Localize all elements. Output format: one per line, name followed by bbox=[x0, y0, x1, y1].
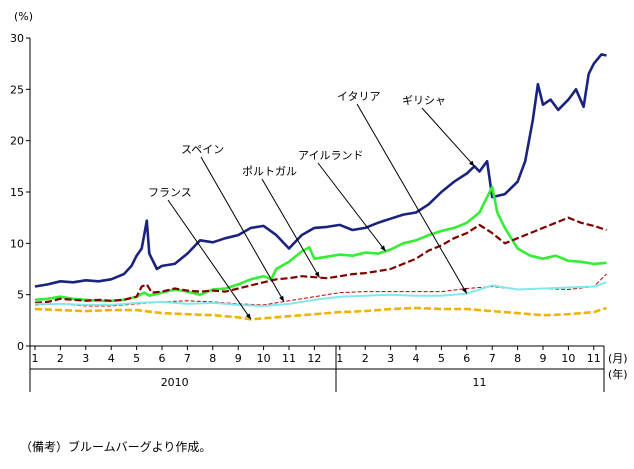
x-tick-label: 7 bbox=[489, 352, 496, 365]
year-label: 11 bbox=[473, 376, 487, 389]
x-tick-label: 8 bbox=[514, 352, 521, 365]
x-tick-label: 5 bbox=[133, 352, 140, 365]
annotation-arrowhead bbox=[314, 271, 320, 278]
annotation-label: フランス bbox=[148, 186, 192, 199]
y-axis-unit: (%) bbox=[14, 10, 33, 23]
y-tick-label: 20 bbox=[10, 135, 24, 148]
annotation-arrowhead bbox=[380, 245, 386, 252]
x-tick-label: 2 bbox=[362, 352, 369, 365]
x-tick-label: 4 bbox=[413, 352, 420, 365]
month-unit: (月) bbox=[608, 352, 628, 365]
x-tick-label: 8 bbox=[209, 352, 216, 365]
x-tick-label: 6 bbox=[463, 352, 470, 365]
annotation-label: スペイン bbox=[181, 143, 224, 156]
annotation-label: ギリシャ bbox=[402, 94, 446, 107]
x-tick-label: 10 bbox=[257, 352, 271, 365]
annotation-arrow bbox=[167, 199, 252, 320]
annotation-arrow bbox=[200, 156, 285, 302]
x-tick-label: 12 bbox=[307, 352, 321, 365]
annotation-arrow bbox=[421, 107, 475, 167]
y-tick-label: 5 bbox=[17, 289, 24, 302]
x-tick-label: 3 bbox=[82, 352, 89, 365]
annotation-arrow bbox=[317, 162, 386, 252]
annotation-arrowhead bbox=[462, 287, 467, 294]
annotation-arrowhead bbox=[279, 295, 284, 302]
series-line-フランス bbox=[34, 306, 607, 321]
series-line-イタリア bbox=[35, 281, 607, 307]
x-tick-label: 9 bbox=[540, 352, 547, 365]
x-tick-label: 2 bbox=[57, 352, 64, 365]
year-unit: (年) bbox=[608, 367, 628, 381]
x-tick-label: 11 bbox=[587, 352, 601, 365]
y-tick-label: 15 bbox=[10, 186, 24, 199]
x-tick-label: 9 bbox=[235, 352, 242, 365]
annotation-arrow bbox=[261, 178, 320, 278]
x-tick-label: 7 bbox=[184, 352, 191, 365]
series-line-ギリシャ bbox=[34, 53, 607, 288]
series-line-アイルランド bbox=[34, 185, 607, 303]
annotation-arrowhead bbox=[245, 313, 251, 320]
x-tick-label: 1 bbox=[336, 352, 343, 365]
x-tick-label: 6 bbox=[159, 352, 166, 365]
x-tick-label: 11 bbox=[282, 352, 296, 365]
x-tick-label: 1 bbox=[32, 352, 39, 365]
annotation-arrowhead bbox=[468, 160, 475, 167]
y-tick-label: 25 bbox=[10, 83, 24, 96]
y-tick-label: 0 bbox=[17, 340, 24, 353]
annotation-arrow bbox=[356, 103, 468, 294]
series-line-ポルトガル bbox=[34, 216, 607, 304]
x-tick-label: 10 bbox=[561, 352, 575, 365]
source-note: （備考）ブルームバーグより作成。 bbox=[20, 440, 212, 454]
y-tick-label: 10 bbox=[10, 237, 24, 250]
annotation-label: イタリア bbox=[337, 90, 381, 103]
annotation-label: アイルランド bbox=[298, 149, 363, 162]
y-tick-label: 30 bbox=[10, 32, 24, 45]
year-label: 2010 bbox=[161, 376, 189, 389]
x-tick-label: 4 bbox=[108, 352, 115, 365]
series-group bbox=[34, 53, 607, 321]
x-tick-label: 5 bbox=[438, 352, 445, 365]
x-tick-label: 3 bbox=[387, 352, 394, 365]
annotation-label: ポルトガル bbox=[242, 165, 297, 178]
